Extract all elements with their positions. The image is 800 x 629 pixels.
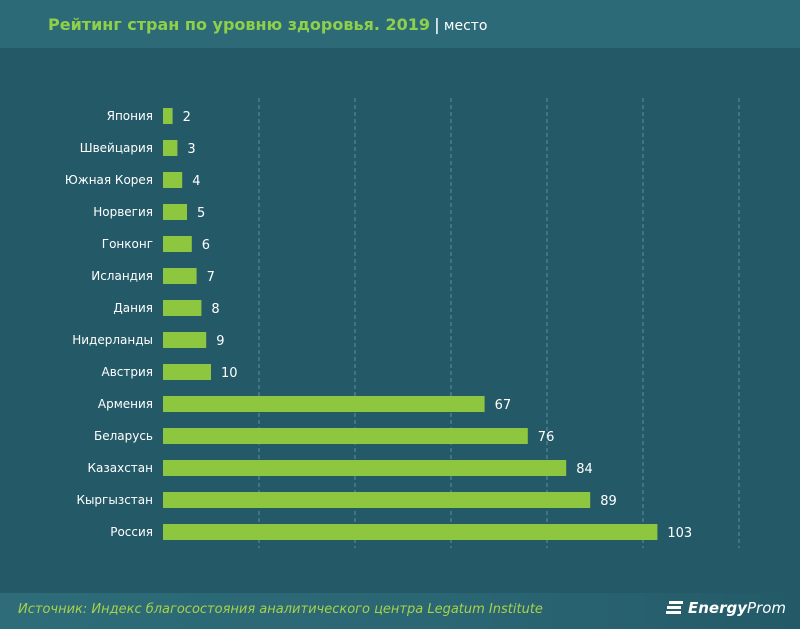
bar [163,396,485,412]
data-label: 84 [576,462,593,477]
data-label: 76 [538,430,555,445]
data-label: 4 [192,174,200,189]
category-label: Исландия [91,269,153,283]
category-label: Нидерланды [72,333,153,347]
data-label: 2 [183,110,191,125]
data-label: 10 [221,366,238,381]
category-label: Кыргызстан [76,493,153,507]
data-label: 103 [667,526,692,541]
header-band: Рейтинг стран по уровню здоровья. 2019 | м… [0,0,800,48]
bar [163,172,183,188]
logo-text: Prom [746,599,786,617]
data-label: 9 [216,334,224,349]
bar [163,428,528,444]
category-label: Армения [98,397,153,411]
bar [163,140,178,156]
data-label: 89 [600,494,617,509]
footer-band: Источник: Индекс благосостояния аналитич… [0,593,800,629]
energyprom-logo: Energy Prom [665,599,786,617]
source-note: Источник: Индекс благосостояния аналитич… [18,602,543,617]
category-label: Норвегия [93,205,153,219]
category-label: Гонконг [102,237,153,251]
bar [163,204,187,220]
bar [163,460,567,476]
bar [163,364,211,380]
category-label: Япония [107,109,153,123]
bar [163,492,591,508]
bar [163,524,658,540]
unit-label: место [443,18,488,34]
data-label: 67 [495,398,512,413]
category-label: Беларусь [94,429,153,443]
data-label: 3 [187,142,195,157]
bar [163,236,192,252]
category-label: Швейцария [80,141,153,155]
bar [163,108,173,124]
category-label: Казахстан [88,461,154,475]
title-text: Рейтинг стран по уровню здоровья. 2019 [48,15,431,34]
chart-title: Рейтинг стран по уровню здоровья. 2019 | м… [48,15,487,34]
data-label: 6 [202,238,210,253]
bar [163,268,197,284]
category-label: Австрия [101,365,153,379]
title-separator: | [434,15,440,34]
category-label: Дания [113,301,153,315]
category-label: Россия [110,525,153,539]
data-label: 8 [211,302,219,317]
bar [163,332,207,348]
data-label: 7 [207,270,215,285]
bar [163,300,202,316]
logo-icon [665,601,683,614]
category-label: Южная Корея [65,173,153,187]
data-label: 5 [197,206,205,221]
logo-text-bold: Energy [687,599,747,617]
